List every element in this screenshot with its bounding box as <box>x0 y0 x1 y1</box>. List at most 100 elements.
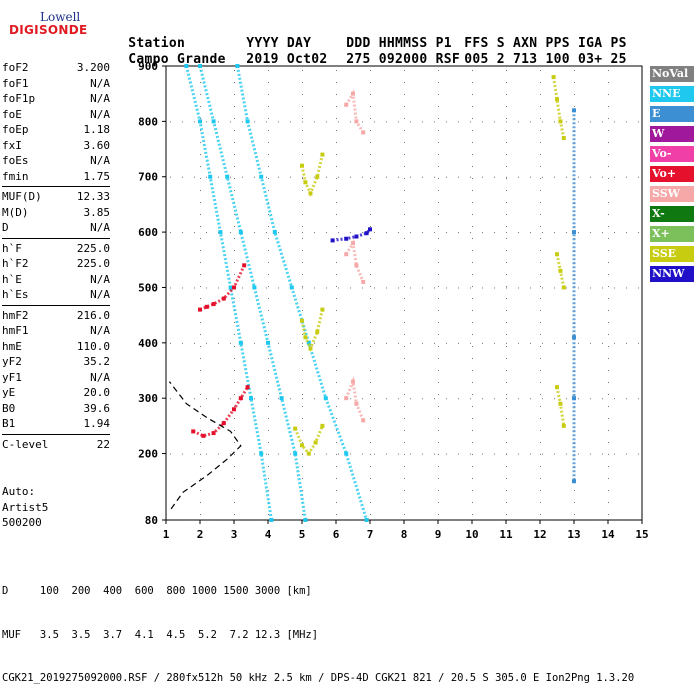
grid-dot <box>506 310 507 311</box>
grid-dot <box>200 142 201 143</box>
grid-dot <box>374 66 375 67</box>
grid-dot <box>438 466 439 467</box>
grid-dot <box>398 453 399 455</box>
grid-dot <box>302 287 303 289</box>
grid-dot <box>506 346 507 347</box>
grid-dot <box>302 94 303 95</box>
grid-dot <box>200 382 201 383</box>
grid-dot <box>336 274 337 275</box>
grid-dot <box>302 298 303 299</box>
grid-dot <box>166 298 167 299</box>
grid-dot <box>614 520 615 521</box>
param-row-hmf1: hmF1 N/A <box>2 323 110 339</box>
param-name: fmin <box>2 169 29 183</box>
param-row-b1: B1 1.94 <box>2 416 110 432</box>
footer-muf-row: MUF 3.5 3.5 3.7 4.1 4.5 5.2 7.2 12.3 [MH… <box>2 628 319 641</box>
param-name: MUF(D) <box>2 190 42 203</box>
grid-dot <box>234 394 235 395</box>
grid-dot <box>218 66 219 67</box>
echo-trace-nne <box>198 65 307 521</box>
grid-dot <box>370 190 371 191</box>
grid-dot <box>438 118 439 119</box>
grid-dot <box>268 286 269 287</box>
data-point-sse <box>320 152 325 157</box>
grid-dot <box>642 406 643 407</box>
param-row-fxi: fxI 3.60 <box>2 138 110 154</box>
grid-dot <box>200 358 201 359</box>
grid-dot <box>268 214 269 215</box>
grid-dot <box>642 154 643 155</box>
grid-dot <box>506 232 507 234</box>
grid-dot <box>404 394 405 395</box>
x-tick-label: 5 <box>299 528 306 541</box>
autoscaling-info: Auto: Artist5 500200 <box>2 484 48 531</box>
grid-dot <box>350 287 351 289</box>
grid-dot <box>200 154 201 155</box>
grid-dot <box>268 118 269 119</box>
grid-dot <box>194 342 195 344</box>
grid-dot <box>374 287 375 289</box>
grid-dot <box>506 466 507 467</box>
grid-dot <box>200 322 201 323</box>
grid-dot <box>314 176 315 178</box>
grid-dot <box>338 342 339 344</box>
grid-dot <box>302 346 303 347</box>
grid-dot <box>614 121 615 123</box>
grid-dot <box>540 370 541 371</box>
grid-dot <box>542 66 543 67</box>
grid-dot <box>166 238 167 239</box>
grid-dot <box>608 442 609 443</box>
grid-dot <box>438 70 439 71</box>
param-row-foep: foEp 1.18 <box>2 122 110 138</box>
grid-dot <box>326 342 327 344</box>
grid-dot <box>470 342 471 344</box>
grid-dot <box>266 520 267 521</box>
param-value: 35.2 <box>83 355 111 368</box>
grid-dot <box>540 202 541 203</box>
grid-dot <box>302 118 303 119</box>
grid-dot <box>302 466 303 467</box>
grid-dot <box>166 214 167 215</box>
grid-dot <box>566 287 567 289</box>
grid-dot <box>578 287 579 289</box>
grid-dot <box>370 226 371 227</box>
grid-dot <box>438 490 439 491</box>
grid-dot <box>626 342 627 344</box>
param-name: hmE <box>2 339 22 353</box>
grid-dot <box>506 178 507 179</box>
grid-dot <box>506 418 507 419</box>
grid-dot <box>446 121 447 123</box>
grid-dot <box>602 66 603 67</box>
grid-dot <box>166 142 167 143</box>
grid-dot <box>200 118 201 119</box>
grid-dot <box>506 190 507 191</box>
grid-dot <box>314 287 315 289</box>
grid-dot <box>506 334 507 335</box>
echo-trace-nne <box>184 65 273 521</box>
grid-dot <box>338 520 339 521</box>
grid-dot <box>266 121 267 123</box>
grid-dot <box>566 232 567 234</box>
grid-dot <box>302 130 303 131</box>
grid-dot <box>540 190 541 191</box>
grid-dot <box>336 118 337 119</box>
grid-dot <box>302 370 303 371</box>
grid-dot <box>166 430 167 431</box>
grid-dot <box>166 94 167 95</box>
grid-dot <box>608 394 609 395</box>
grid-dot <box>234 142 235 143</box>
grid-dot <box>166 226 167 227</box>
grid-dot <box>234 298 235 299</box>
grid-dot <box>242 520 243 521</box>
grid-dot <box>374 342 375 344</box>
grid-dot <box>200 298 201 299</box>
grid-dot <box>166 466 167 467</box>
grid-dot <box>602 453 603 455</box>
grid-dot <box>182 520 183 521</box>
grid-dot <box>410 66 411 67</box>
param-row-yf1: yF1 N/A <box>2 370 110 386</box>
grid-dot <box>578 520 579 521</box>
grid-dot <box>206 232 207 234</box>
grid-dot <box>398 287 399 289</box>
grid-dot <box>200 130 201 131</box>
